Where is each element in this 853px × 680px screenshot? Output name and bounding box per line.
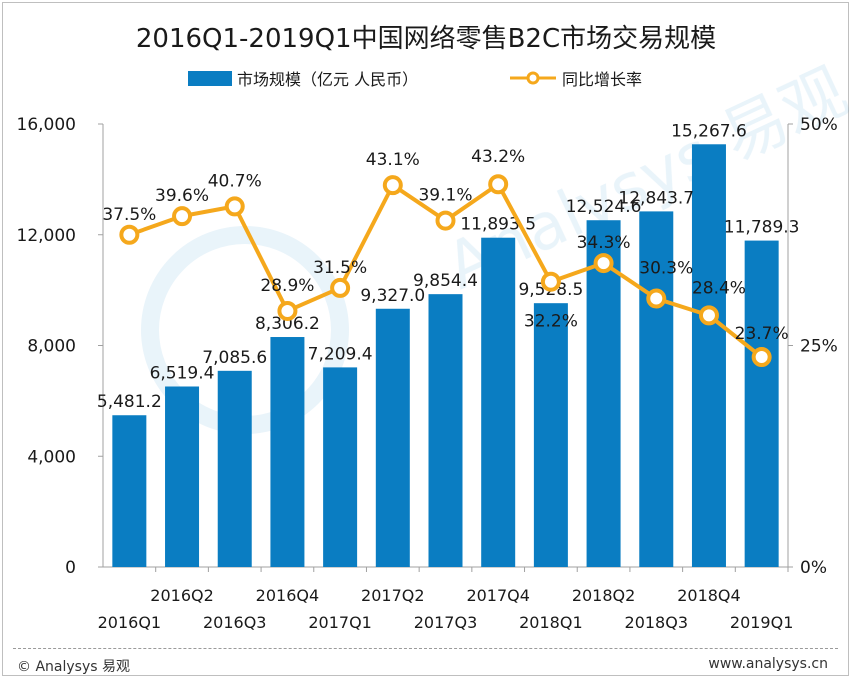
x-tick-label: 2016Q4 bbox=[256, 586, 320, 605]
x-tick-label: 2019Q1 bbox=[730, 613, 794, 632]
bar-value-label: 12,524.6 bbox=[566, 197, 642, 217]
growth-value-label: 40.7% bbox=[208, 171, 262, 191]
bar bbox=[639, 211, 674, 567]
x-tick-label: 2016Q2 bbox=[150, 586, 214, 605]
growth-value-label: 39.1% bbox=[418, 186, 472, 206]
y-right-tick-label: 0% bbox=[800, 558, 827, 578]
bar-value-label: 15,267.6 bbox=[671, 121, 747, 141]
growth-value-label: 28.4% bbox=[692, 278, 746, 298]
growth-marker bbox=[698, 305, 719, 326]
x-tick-label: 2018Q4 bbox=[677, 586, 741, 605]
x-tick-label: 2017Q4 bbox=[466, 586, 530, 605]
bars bbox=[112, 144, 779, 568]
growth-value-label: 39.6% bbox=[155, 186, 209, 206]
footer-url: www.analysys.cn bbox=[708, 656, 828, 672]
bar-value-label: 9,854.4 bbox=[413, 271, 478, 291]
bar bbox=[586, 220, 621, 567]
bar bbox=[375, 308, 410, 567]
growth-marker bbox=[540, 271, 561, 292]
legend-label-bar: 市场规模（亿元 人民币） bbox=[237, 70, 418, 89]
growth-marker bbox=[224, 196, 245, 217]
growth-value-label: 43.2% bbox=[471, 147, 525, 167]
growth-marker bbox=[593, 253, 614, 274]
growth-value-label: 30.3% bbox=[639, 259, 693, 279]
growth-marker bbox=[330, 277, 351, 298]
growth-marker bbox=[277, 300, 298, 321]
growth-marker bbox=[646, 288, 667, 309]
growth-value-label: 32.2% bbox=[524, 312, 578, 332]
growth-marker bbox=[751, 347, 772, 368]
legend-swatch-marker bbox=[526, 71, 540, 85]
bar-value-label: 11,789.3 bbox=[724, 218, 800, 238]
bar bbox=[112, 415, 147, 567]
legend: 市场规模（亿元 人民币） 同比增长率 bbox=[188, 70, 642, 89]
bar bbox=[691, 144, 726, 567]
growth-labels: 37.5%39.6%40.7% 28.9%31.5% 43.1% 39.1% 43.2%… bbox=[102, 147, 788, 344]
x-tick-label: 2018Q3 bbox=[625, 613, 689, 632]
bar-value-label: 7,209.4 bbox=[308, 344, 373, 364]
bar bbox=[533, 303, 568, 567]
growth-marker bbox=[488, 174, 509, 195]
growth-value-label: 37.5% bbox=[102, 205, 156, 225]
growth-line bbox=[119, 174, 772, 368]
bar bbox=[428, 294, 463, 567]
growth-value-label: 28.9% bbox=[260, 276, 314, 296]
y-left-tick-label: 12,000 bbox=[17, 226, 76, 246]
x-tick-label: 2016Q1 bbox=[98, 613, 162, 632]
x-tick-label: 2017Q1 bbox=[308, 613, 372, 632]
growth-marker bbox=[172, 206, 193, 227]
growth-value-label: 31.5% bbox=[313, 258, 367, 278]
footer-divider bbox=[13, 648, 838, 649]
y-left-tick-label: 8,000 bbox=[27, 337, 76, 357]
growth-marker bbox=[119, 224, 140, 245]
growth-marker bbox=[435, 210, 456, 231]
growth-value-label: 43.1% bbox=[366, 150, 420, 170]
growth-value-label: 34.3% bbox=[577, 233, 631, 253]
x-tick-label: 2016Q3 bbox=[203, 613, 267, 632]
chart-title: 2016Q1-2019Q1中国网络零售B2C市场交易规模 bbox=[136, 24, 716, 54]
y-right-tick-label: 25% bbox=[800, 337, 838, 357]
footer-copyright: © Analysys 易观 bbox=[17, 659, 130, 675]
bar-value-label: 7,085.6 bbox=[202, 348, 267, 368]
bar bbox=[217, 370, 252, 567]
bar-value-label: 12,843.7 bbox=[618, 188, 694, 208]
bar bbox=[744, 240, 779, 568]
growth-value-label: 23.7% bbox=[735, 324, 789, 344]
legend-swatch-bar bbox=[188, 71, 232, 86]
x-tick-label: 2018Q1 bbox=[519, 613, 583, 632]
bar bbox=[323, 367, 358, 567]
bar bbox=[481, 237, 516, 567]
legend-label-line: 同比增长率 bbox=[562, 70, 642, 89]
x-tick-label: 2017Q3 bbox=[414, 613, 478, 632]
x-tick-label: 2018Q2 bbox=[572, 586, 636, 605]
bar-value-label: 6,519.4 bbox=[150, 363, 215, 383]
y-right-tick-label: 50% bbox=[800, 115, 838, 135]
y-left-tick-label: 16,000 bbox=[17, 115, 76, 135]
bar-value-label: 9,327.0 bbox=[360, 286, 425, 306]
x-tick-label: 2017Q2 bbox=[361, 586, 425, 605]
bar-value-label: 8,306.2 bbox=[255, 314, 320, 334]
bar bbox=[270, 337, 305, 567]
y-left-tick-label: 4,000 bbox=[27, 447, 76, 467]
bar bbox=[165, 386, 200, 567]
bar-value-label: 5,481.2 bbox=[97, 392, 162, 412]
growth-marker bbox=[382, 175, 403, 196]
y-left-tick-label: 0 bbox=[65, 558, 76, 578]
